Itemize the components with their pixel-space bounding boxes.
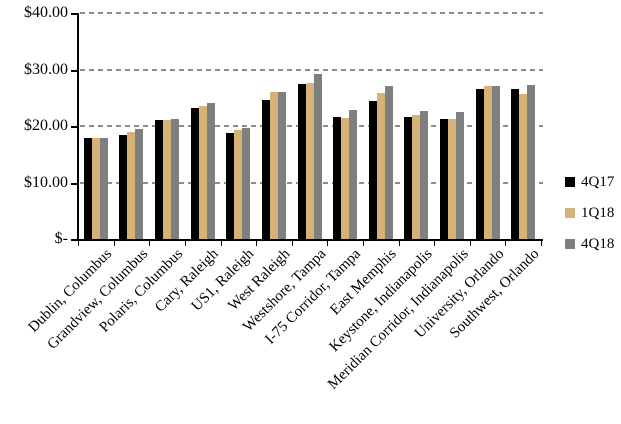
y-tick	[71, 239, 77, 241]
y-tick	[71, 69, 77, 72]
x-tick	[291, 241, 293, 246]
bar-4Q18	[384, 86, 393, 239]
bar-4Q18	[277, 92, 286, 239]
gridline	[80, 68, 543, 71]
bar-4Q18	[99, 137, 108, 239]
legend-label: 4Q18	[581, 236, 615, 252]
bar-4Q17	[155, 120, 163, 239]
bar-4Q18	[420, 111, 429, 239]
x-tick	[541, 241, 542, 246]
x-tick	[505, 241, 507, 246]
legend-item: 4Q18	[565, 236, 614, 252]
bar-1Q18	[198, 106, 207, 239]
y-axis-label: $40.00	[24, 4, 68, 21]
bar-4Q17	[261, 100, 270, 239]
x-tick	[149, 241, 151, 246]
bar-1Q18	[163, 120, 171, 239]
bar-1Q18	[519, 94, 528, 239]
x-tick	[434, 241, 436, 246]
legend-swatch-4Q17	[565, 177, 575, 187]
bar-1Q18	[376, 92, 385, 239]
legend-label: 4Q17	[581, 174, 615, 190]
bar-4Q17	[226, 133, 235, 239]
y-tick	[71, 13, 77, 15]
x-tick	[78, 241, 79, 246]
x-tick	[469, 241, 471, 246]
bar-4Q18	[491, 85, 500, 239]
bar-4Q17	[404, 117, 413, 239]
x-axis-line	[77, 239, 543, 241]
legend-item: 1Q18	[565, 205, 614, 221]
bar-4Q17	[368, 100, 377, 239]
bar-4Q18	[171, 119, 179, 239]
legend-swatch-4Q18	[565, 239, 575, 249]
bar-1Q18	[234, 130, 243, 239]
y-axis-label: $20.00	[24, 117, 68, 134]
x-tick	[398, 241, 400, 246]
bar-4Q17	[83, 138, 92, 239]
y-tick	[71, 126, 77, 128]
legend-item: 4Q17	[565, 174, 614, 190]
bar-1Q18	[412, 114, 421, 239]
bar-4Q17	[333, 117, 342, 239]
bar-4Q17	[297, 84, 306, 239]
gridline	[80, 12, 543, 14]
y-axis-label: $30.00	[24, 60, 68, 78]
bar-1Q18	[127, 131, 136, 239]
x-tick	[256, 241, 258, 246]
bar-4Q18	[527, 84, 536, 239]
y-tick	[71, 182, 77, 185]
x-tick	[113, 241, 115, 246]
y-axis-line	[77, 13, 79, 241]
x-tick	[184, 241, 186, 246]
bar-4Q18	[349, 109, 358, 239]
y-axis-label: $-	[54, 230, 68, 247]
bar-1Q18	[448, 119, 456, 239]
bar-1Q18	[305, 83, 314, 239]
bar-4Q17	[511, 88, 520, 239]
bar-4Q18	[242, 127, 251, 239]
y-axis-label: $10.00	[24, 173, 68, 191]
bar-1Q18	[91, 138, 100, 239]
bar-1Q18	[341, 117, 350, 239]
x-tick	[327, 241, 329, 246]
bar-4Q17	[475, 89, 484, 239]
bar-4Q17	[440, 119, 448, 239]
bar-4Q18	[135, 128, 144, 239]
legend-swatch-1Q18	[565, 208, 575, 218]
x-tick	[362, 241, 364, 246]
bar-4Q18	[456, 111, 464, 239]
bar-4Q18	[206, 103, 215, 239]
bar-4Q17	[190, 107, 199, 239]
x-tick	[220, 241, 222, 246]
bar-4Q18	[313, 74, 322, 239]
bar-1Q18	[483, 85, 492, 239]
bar-1Q18	[269, 92, 278, 239]
bar-4Q17	[119, 135, 128, 239]
legend-label: 1Q18	[581, 205, 615, 221]
